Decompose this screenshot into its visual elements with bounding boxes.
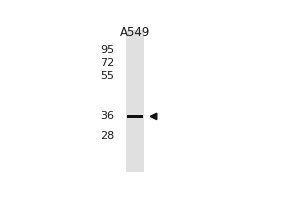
Polygon shape [150,113,157,120]
Text: 55: 55 [100,71,114,81]
Text: 72: 72 [100,58,114,68]
Text: 36: 36 [100,111,114,121]
Text: 28: 28 [100,131,114,141]
Bar [127,115,143,118]
Bar [126,30,145,172]
Text: 95: 95 [100,45,114,55]
Text: A549: A549 [120,26,150,39]
